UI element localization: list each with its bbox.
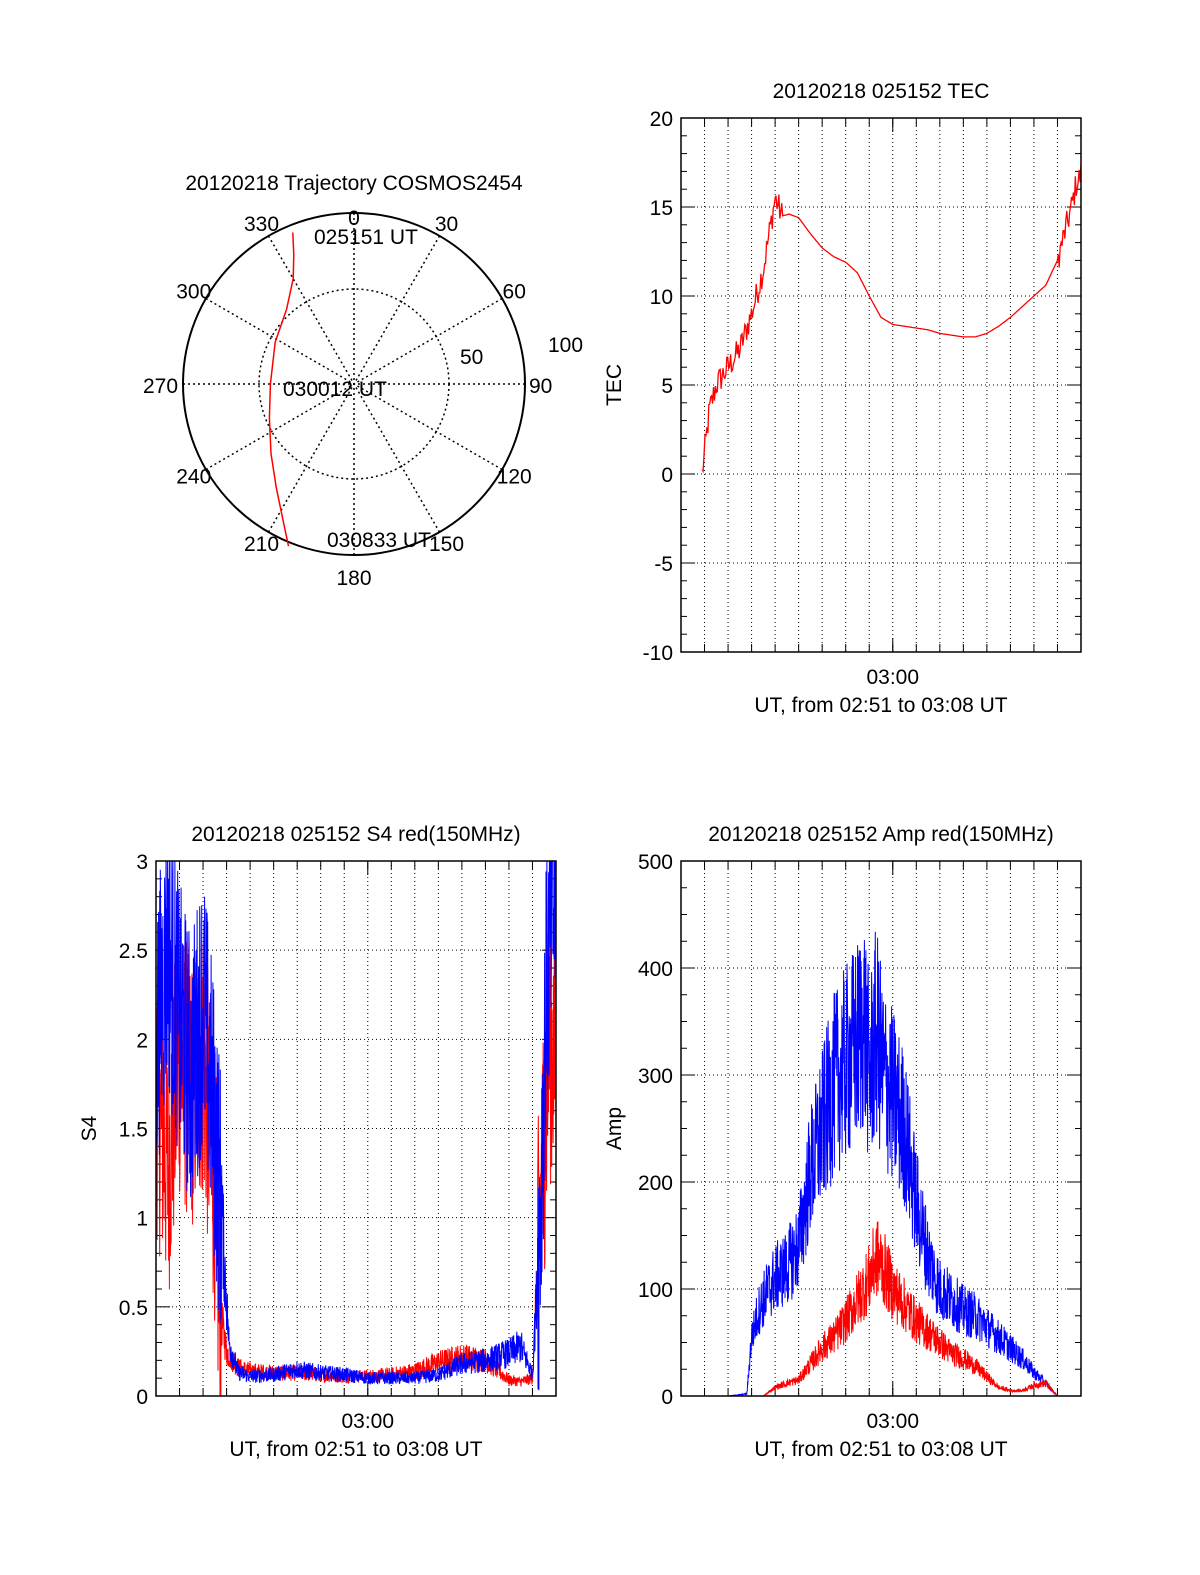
y-tick-label: 15 — [650, 197, 673, 220]
polar-angle-label: 270 — [143, 375, 178, 398]
y-tick-label: 400 — [638, 958, 673, 981]
series-line — [681, 931, 1081, 1396]
trajectory-annotation: 025151 UT — [314, 226, 418, 249]
y-tick-label: -5 — [654, 553, 673, 576]
polar-angle-label: 210 — [244, 533, 279, 556]
y-tick-label: 5 — [661, 375, 673, 398]
polar-angle-label: 300 — [176, 281, 211, 304]
polar-angle-label: 330 — [244, 213, 279, 236]
y-tick-label: 200 — [638, 1172, 673, 1195]
chart-title: 20120218 025152 Amp red(150MHz) — [708, 823, 1054, 846]
trajectory-annotation: 030833 UT — [327, 529, 431, 552]
polar-angle-label: 180 — [336, 567, 371, 590]
y-tick-label: 20 — [650, 108, 673, 131]
y-tick-label: 500 — [638, 851, 673, 874]
x-tick-label: 03:00 — [866, 1410, 919, 1433]
y-tick-label: 0 — [661, 464, 673, 487]
y-tick-label: 0 — [136, 1386, 148, 1409]
y-tick-label: 100 — [638, 1279, 673, 1302]
polar-radial-label: 100 — [548, 334, 583, 357]
polar-angle-label: 0 — [348, 207, 360, 230]
trajectory-annotation: 030012 UT — [283, 378, 387, 401]
polar-angle-label: 240 — [176, 466, 211, 489]
trajectory-line — [268, 232, 295, 547]
y-axis-label: S4 — [78, 1115, 101, 1141]
plot-frame — [155, 860, 557, 1397]
polar-angle-label: 150 — [429, 533, 464, 556]
plot-frame — [680, 117, 1082, 653]
y-tick-label: 0.5 — [119, 1297, 148, 1320]
x-axis-label: UT, from 02:51 to 03:08 UT — [754, 1438, 1007, 1461]
x-axis-label: UT, from 02:51 to 03:08 UT — [229, 1438, 482, 1461]
data-series-group — [701, 164, 1081, 474]
y-tick-label: 3 — [136, 851, 148, 874]
y-tick-label: 1.5 — [119, 1119, 148, 1142]
chart-title: 20120218 025152 S4 red(150MHz) — [191, 823, 520, 846]
y-tick-label: -10 — [643, 642, 673, 665]
polar-angle-label: 60 — [503, 281, 526, 304]
chart-title: 20120218 Trajectory COSMOS2454 — [185, 172, 523, 195]
polar-angle-label: 120 — [497, 466, 532, 489]
polar-chart: 20120218 Trajectory COSMOS2454 0 30 60 90 120… — [143, 172, 583, 590]
y-tick-label: 1 — [136, 1208, 148, 1231]
series-line — [681, 1221, 1081, 1396]
y-tick-label: 0 — [661, 1386, 673, 1409]
tec-chart: -10 -5 0 5 10 15 20 20120218 025152 TEC 03:00 UT,… — [603, 80, 1082, 717]
polar-radial-label: 50 — [460, 346, 483, 369]
chart-title: 20120218 025152 TEC — [773, 80, 990, 103]
data-series-group — [681, 931, 1081, 1396]
s4-chart: 0 0.5 1 1.5 2 2.5 3 20120218 025152 S4 red(150M… — [78, 823, 557, 1461]
y-axis-label: TEC — [603, 364, 626, 406]
x-tick-label: 03:00 — [341, 1410, 394, 1433]
amp-chart: 0 100 200 300 400 500 20120218 025152 Amp red(… — [603, 823, 1082, 1461]
y-tick-label: 2.5 — [119, 940, 148, 963]
y-axis-label: Amp — [603, 1107, 626, 1150]
plot-frame — [680, 860, 1082, 1397]
polar-spoke — [267, 235, 441, 533]
y-tick-label: 10 — [650, 286, 673, 309]
series-line — [701, 164, 1081, 474]
x-tick-label: 03:00 — [866, 666, 919, 689]
y-tick-label: 300 — [638, 1065, 673, 1088]
series-line — [156, 861, 556, 1391]
x-axis-label: UT, from 02:51 to 03:08 UT — [754, 694, 1007, 717]
polar-angle-label: 30 — [435, 213, 458, 236]
data-series-group — [156, 861, 556, 1396]
y-tick-label: 2 — [136, 1029, 148, 1052]
polar-angle-label: 90 — [529, 375, 552, 398]
